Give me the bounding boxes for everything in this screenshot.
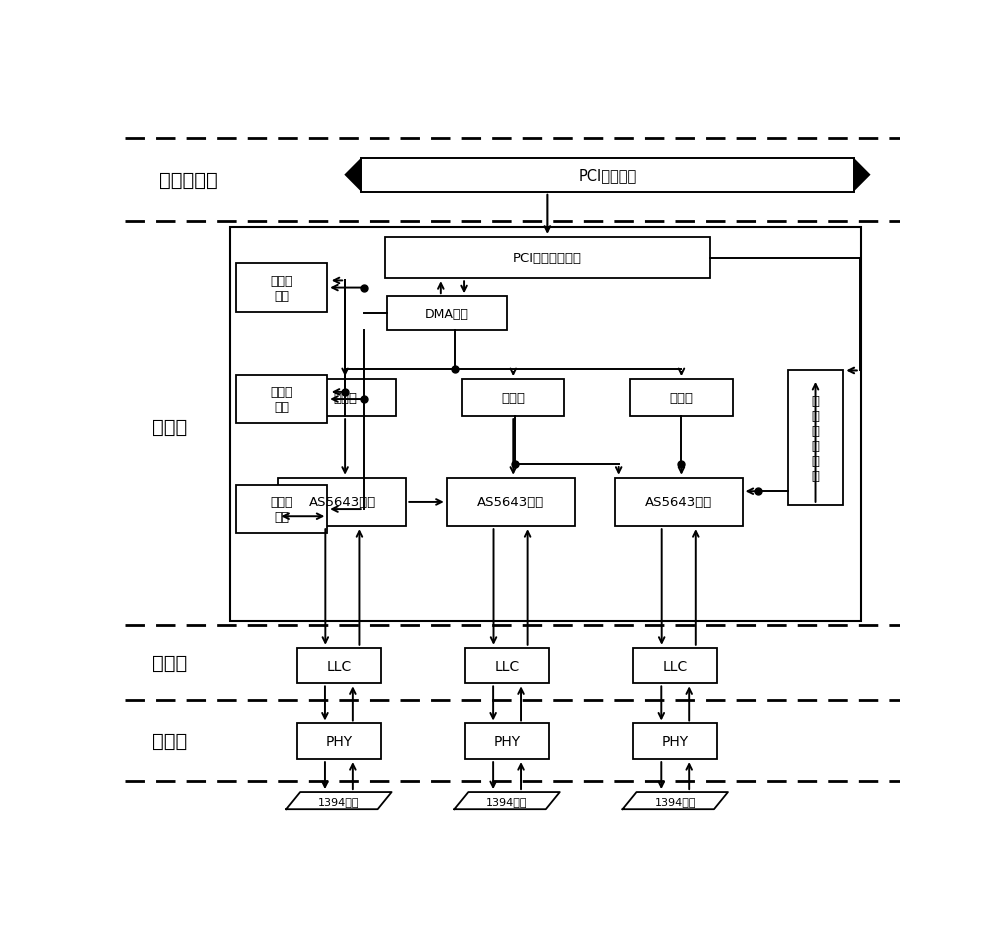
Bar: [633, 724, 717, 759]
Bar: [633, 648, 717, 684]
Text: PCI主机接口模块: PCI主机接口模块: [513, 252, 582, 265]
Bar: [236, 485, 327, 534]
Text: PHY: PHY: [662, 734, 689, 748]
Bar: [788, 371, 843, 505]
Bar: [236, 264, 327, 312]
Text: DMA模块: DMA模块: [425, 308, 469, 321]
Bar: [615, 478, 743, 527]
Text: 配置表: 配置表: [333, 392, 357, 405]
Text: 数据缓
冲区: 数据缓 冲区: [270, 386, 293, 413]
Text: PHY: PHY: [494, 734, 521, 748]
Text: LLC: LLC: [326, 659, 352, 673]
Bar: [297, 648, 381, 684]
Bar: [462, 380, 564, 417]
Text: PHY: PHY: [325, 734, 352, 748]
Text: 物理层: 物理层: [152, 731, 188, 750]
Bar: [236, 375, 327, 424]
Text: LLC: LLC: [494, 659, 520, 673]
Bar: [278, 478, 406, 527]
Bar: [465, 724, 549, 759]
Text: AS5643模块: AS5643模块: [477, 496, 544, 509]
Bar: [297, 724, 381, 759]
Text: 配置表: 配置表: [501, 392, 525, 405]
Text: 1394总线: 1394总线: [654, 795, 696, 806]
Text: 数据缓
冲区: 数据缓 冲区: [270, 496, 293, 524]
Bar: [387, 297, 507, 331]
Bar: [230, 228, 861, 622]
Text: 配置表: 配置表: [669, 392, 693, 405]
Text: AS5643模块: AS5643模块: [645, 496, 712, 509]
Bar: [447, 478, 574, 527]
Text: 链路层: 链路层: [152, 653, 188, 672]
Bar: [385, 237, 710, 279]
Bar: [361, 159, 854, 193]
Text: LLC: LLC: [663, 659, 688, 673]
Polygon shape: [854, 159, 871, 193]
Text: 驱动软件层: 驱动软件层: [159, 171, 218, 190]
Bar: [294, 380, 396, 417]
Text: 1394总线: 1394总线: [318, 795, 360, 806]
Text: AS5643模块: AS5643模块: [309, 496, 376, 509]
Text: 事务层: 事务层: [152, 417, 188, 437]
Bar: [630, 380, 733, 417]
Text: 1394总线: 1394总线: [486, 795, 528, 806]
Text: 全
局
控
制
模
块: 全 局 控 制 模 块: [812, 394, 820, 482]
Text: PCI主机总线: PCI主机总线: [578, 168, 637, 183]
Polygon shape: [344, 159, 361, 193]
Bar: [465, 648, 549, 684]
Text: 数据缓
冲区: 数据缓 冲区: [270, 274, 293, 302]
